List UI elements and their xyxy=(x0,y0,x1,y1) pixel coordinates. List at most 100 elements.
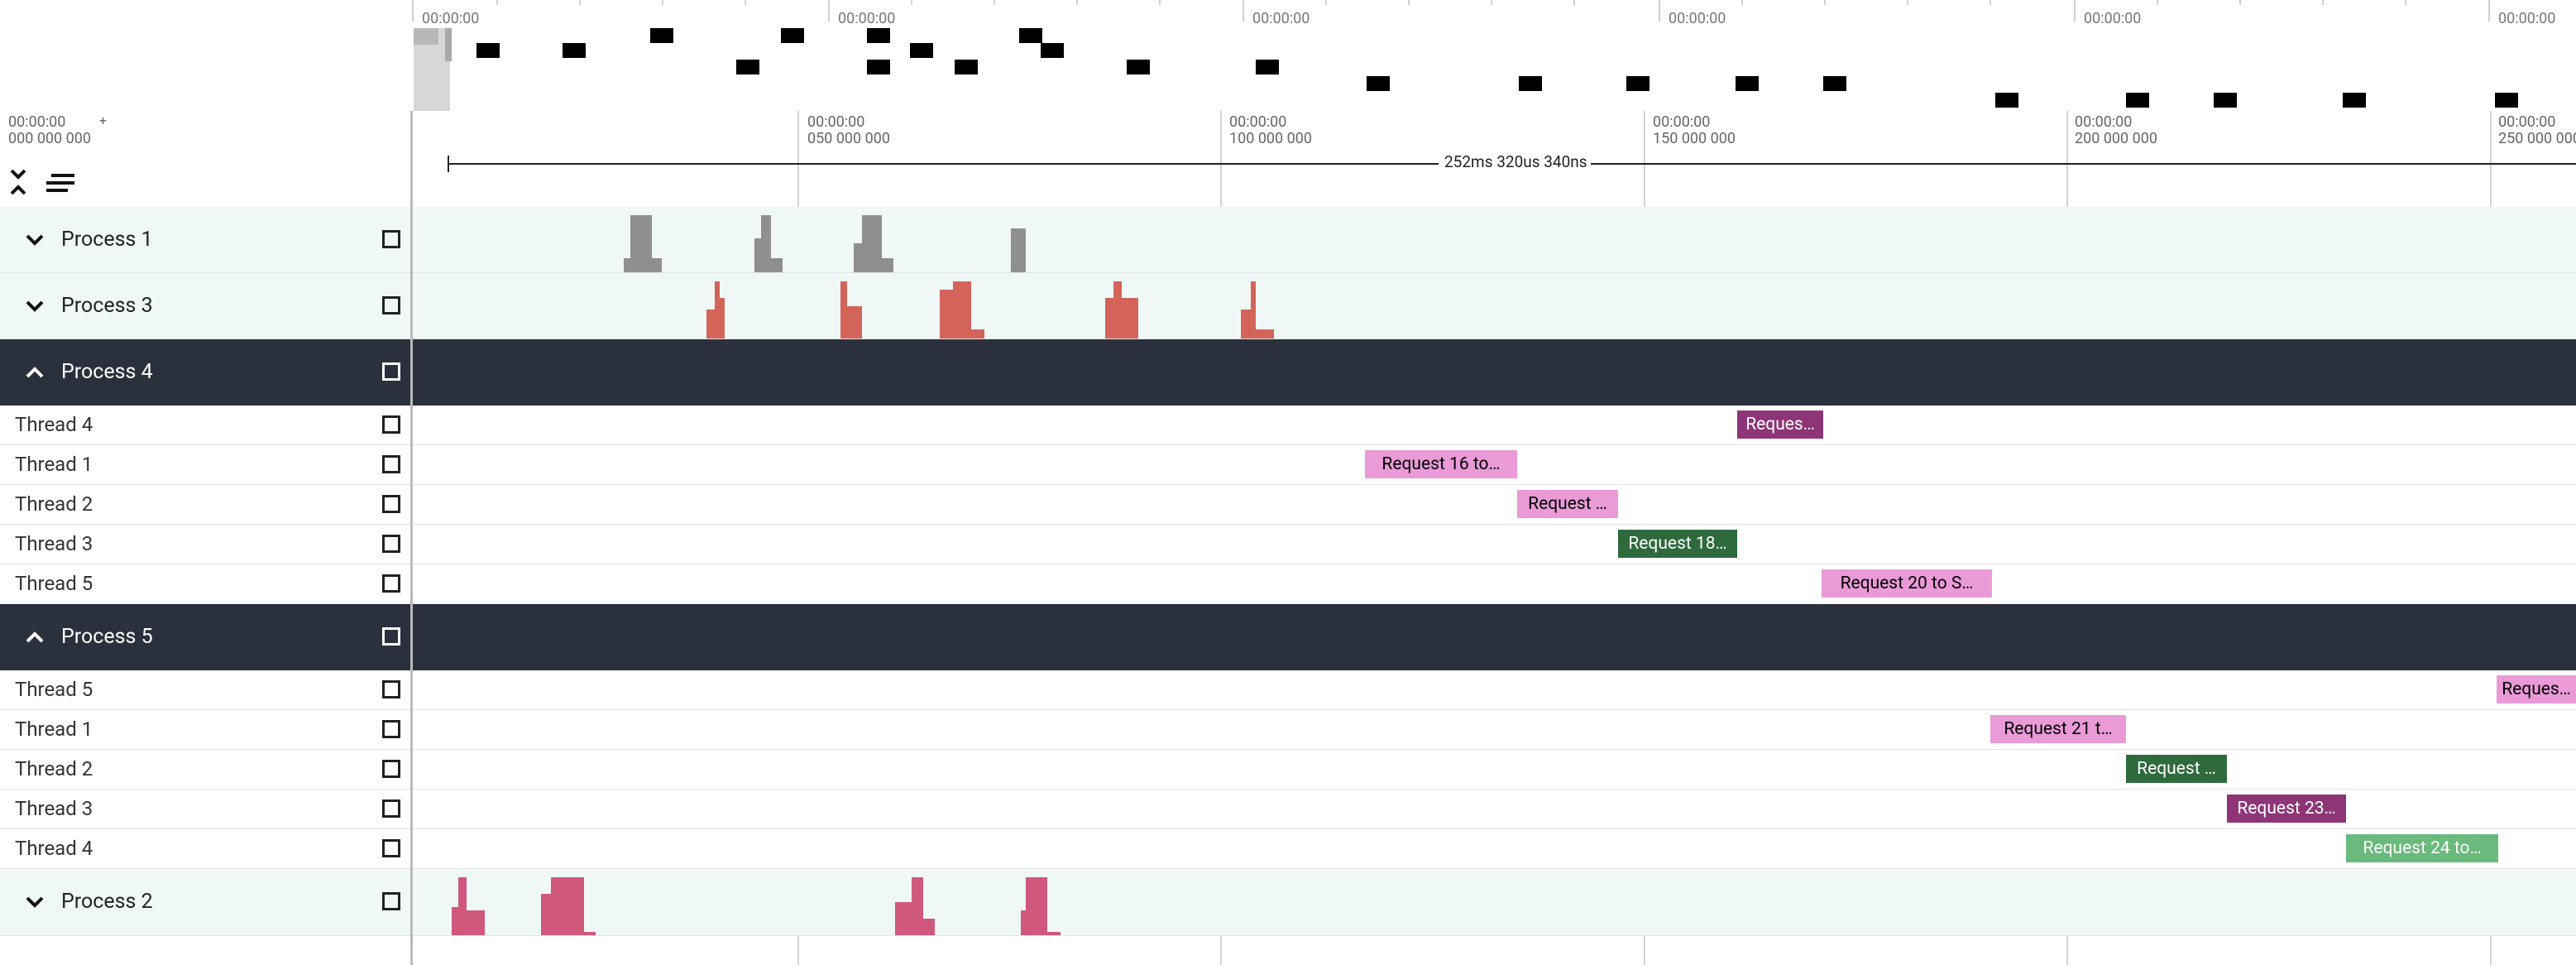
overview-tick-label: 00:00:00 xyxy=(1669,10,1726,27)
overview-minor-tick xyxy=(2239,0,2241,5)
track-select-checkbox[interactable] xyxy=(382,799,400,818)
process-title: Process 1 xyxy=(61,228,153,252)
trace-slice[interactable]: Request 24 to… xyxy=(2346,834,2498,862)
cpu-usage-chart xyxy=(620,215,1026,272)
track-select-checkbox[interactable] xyxy=(382,495,400,513)
trace-slice[interactable]: Request 16 to… xyxy=(1365,450,1517,478)
overview-activity-block xyxy=(2214,93,2237,108)
axis-tick-label: 00:00:00 xyxy=(1229,113,1287,131)
overview-activity-block xyxy=(650,28,673,43)
thread-track[interactable]: Thread 4 Reques… xyxy=(0,406,2576,445)
trace-slice[interactable]: Request … xyxy=(1517,490,1618,518)
sort-lines-icon[interactable] xyxy=(45,172,78,194)
thread-track[interactable]: Thread 4 Request 24 to… xyxy=(0,829,2576,869)
axis-tick-label: 00:00:00 xyxy=(2075,113,2133,131)
thread-track[interactable]: Thread 5 Reques… xyxy=(0,670,2576,710)
track-select-checkbox[interactable] xyxy=(382,720,400,738)
thread-track[interactable]: Thread 2 Request … xyxy=(0,485,2576,525)
overview-window-handle[interactable] xyxy=(414,28,438,45)
track-select-checkbox[interactable] xyxy=(382,892,400,910)
overview-activity-block xyxy=(1823,76,1846,91)
overview-activity-block xyxy=(1019,28,1042,43)
axis-tick-label: 250 000 000 xyxy=(2498,130,2576,147)
thread-title: Thread 4 xyxy=(15,413,93,436)
track-select-checkbox[interactable] xyxy=(382,680,400,699)
process-track-header[interactable]: Process 5 xyxy=(0,604,2576,671)
track-shell-divider[interactable] xyxy=(410,111,413,965)
overview-activity-block xyxy=(910,43,933,58)
trace-slice[interactable]: Reques… xyxy=(1737,410,1823,439)
track-select-checkbox[interactable] xyxy=(382,627,400,646)
measure-line xyxy=(449,163,1439,165)
overview-minor-tick xyxy=(1325,0,1327,5)
axis-tick-label: 150 000 000 xyxy=(1653,130,1736,147)
overview-minor-tick xyxy=(1989,0,1991,5)
overview-tick xyxy=(1659,0,1660,22)
thread-track[interactable]: Thread 3 Request 23… xyxy=(0,790,2576,829)
add-note-button[interactable]: + xyxy=(99,113,108,128)
axis-tick-label: 050 000 000 xyxy=(807,130,890,147)
thread-track[interactable]: Thread 1 Request 16 to… xyxy=(0,445,2576,485)
axis-gridline xyxy=(1644,111,1645,207)
trace-slice[interactable]: Request 21 t… xyxy=(1990,715,2126,743)
overview-activity-block xyxy=(736,60,759,74)
overview-tick xyxy=(828,0,830,22)
axis-gridline xyxy=(2066,111,2068,207)
thread-title: Thread 3 xyxy=(15,532,93,555)
trace-slice[interactable]: Request 18… xyxy=(1618,530,1737,558)
overview-activity-block xyxy=(1041,43,1064,58)
overview-minor-tick xyxy=(1824,0,1826,5)
overview-activity-block xyxy=(1626,76,1650,91)
overview-minor-tick xyxy=(1408,0,1410,5)
thread-track[interactable]: Thread 5 Request 20 to S… xyxy=(0,564,2576,604)
overview-activity-block xyxy=(781,28,804,43)
chevron-down-icon[interactable] xyxy=(23,295,46,318)
overview-activity-block xyxy=(867,28,890,43)
overview-activity-block xyxy=(2126,93,2149,108)
cpu-usage-chart xyxy=(706,281,1274,338)
process-track-header[interactable]: Process 3 xyxy=(0,273,2576,339)
collapse-all-icon[interactable] xyxy=(8,166,28,199)
overview-activity-block xyxy=(1127,60,1150,74)
overview-window-handle[interactable] xyxy=(445,28,452,61)
axis-tick-label: 00:00:00 xyxy=(807,113,865,131)
process-track-header[interactable]: Process 1 xyxy=(0,207,2576,273)
overview-tick-label: 00:00:00 xyxy=(838,10,896,27)
track-select-checkbox[interactable] xyxy=(382,415,400,434)
overview-activity-block xyxy=(2343,93,2366,108)
track-select-checkbox[interactable] xyxy=(382,760,400,778)
axis-tick-label: 100 000 000 xyxy=(1229,130,1312,147)
overview-minor-tick xyxy=(745,0,746,5)
trace-slice[interactable]: Request 20 to S… xyxy=(1822,569,1992,598)
chevron-down-icon[interactable] xyxy=(23,228,46,252)
overview-tick-label: 00:00:00 xyxy=(2084,10,2142,27)
trace-slice[interactable]: Request … xyxy=(2126,755,2227,783)
overview-timeline[interactable]: 00:00:00 00:00:00 00:00:00 00:00:00 00:0… xyxy=(0,0,2576,112)
overview-activity-block xyxy=(1519,76,1542,91)
chevron-up-icon[interactable] xyxy=(23,626,46,649)
thread-title: Thread 3 xyxy=(15,797,93,820)
track-select-checkbox[interactable] xyxy=(382,455,400,473)
thread-track[interactable]: Thread 1 Request 21 t… xyxy=(0,710,2576,750)
thread-track[interactable]: Thread 3 Request 18… xyxy=(0,525,2576,564)
track-select-checkbox[interactable] xyxy=(382,535,400,553)
time-axis[interactable]: 00:00:00 000 000 000 + 00:00:00 050 000 … xyxy=(0,111,2576,208)
overview-tick-label: 00:00:00 xyxy=(1252,10,1310,27)
overview-activity-block xyxy=(1256,60,1279,74)
trace-slice[interactable]: Reques… xyxy=(2497,675,2576,703)
measure-start-marker xyxy=(448,156,449,172)
track-select-checkbox[interactable] xyxy=(382,839,400,857)
thread-title: Thread 2 xyxy=(15,757,93,780)
process-track-header[interactable]: Process 2 xyxy=(0,869,2576,936)
track-select-checkbox[interactable] xyxy=(382,574,400,593)
track-select-checkbox[interactable] xyxy=(382,362,400,381)
track-select-checkbox[interactable] xyxy=(382,230,400,248)
chevron-up-icon[interactable] xyxy=(23,361,46,384)
overview-minor-tick xyxy=(2322,0,2324,5)
chevron-down-icon[interactable] xyxy=(23,891,46,914)
track-select-checkbox[interactable] xyxy=(382,296,400,314)
overview-activity-block xyxy=(955,60,978,74)
thread-track[interactable]: Thread 2 Request … xyxy=(0,750,2576,790)
trace-slice[interactable]: Request 23… xyxy=(2227,795,2346,823)
process-track-header[interactable]: Process 4 xyxy=(0,339,2576,406)
